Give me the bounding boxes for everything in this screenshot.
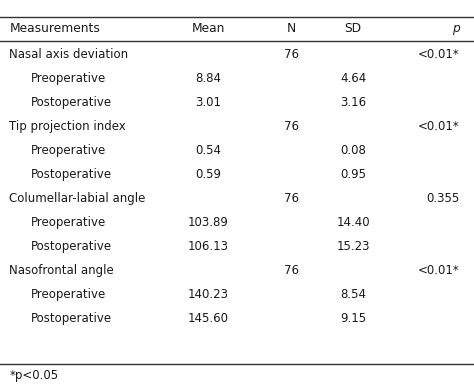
Text: 140.23: 140.23 — [188, 288, 229, 301]
Text: 76: 76 — [284, 120, 299, 133]
Text: Preoperative: Preoperative — [31, 144, 106, 157]
Text: *p<0.05: *p<0.05 — [9, 369, 59, 382]
Text: 0.355: 0.355 — [427, 192, 460, 205]
Text: 145.60: 145.60 — [188, 312, 229, 325]
Text: Columellar-labial angle: Columellar-labial angle — [9, 192, 146, 205]
Text: Postoperative: Postoperative — [31, 312, 112, 325]
Text: N: N — [287, 22, 296, 36]
Text: 4.64: 4.64 — [340, 72, 366, 85]
Text: Mean: Mean — [192, 22, 225, 36]
Text: <0.01*: <0.01* — [418, 48, 460, 61]
Text: Nasofrontal angle: Nasofrontal angle — [9, 264, 114, 277]
Text: 0.54: 0.54 — [196, 144, 221, 157]
Text: Preoperative: Preoperative — [31, 216, 106, 229]
Text: 76: 76 — [284, 48, 299, 61]
Text: 103.89: 103.89 — [188, 216, 229, 229]
Text: <0.01*: <0.01* — [418, 120, 460, 133]
Text: SD: SD — [345, 22, 362, 36]
Text: Postoperative: Postoperative — [31, 168, 112, 181]
Text: 0.95: 0.95 — [340, 168, 366, 181]
Text: 14.40: 14.40 — [337, 216, 370, 229]
Text: p: p — [452, 22, 460, 36]
Text: <0.01*: <0.01* — [418, 264, 460, 277]
Text: Nasal axis deviation: Nasal axis deviation — [9, 48, 128, 61]
Text: 3.01: 3.01 — [196, 96, 221, 109]
Text: 76: 76 — [284, 264, 299, 277]
Text: Postoperative: Postoperative — [31, 240, 112, 253]
Text: 15.23: 15.23 — [337, 240, 370, 253]
Text: 0.08: 0.08 — [340, 144, 366, 157]
Text: Measurements: Measurements — [9, 22, 100, 36]
Text: Preoperative: Preoperative — [31, 288, 106, 301]
Text: Preoperative: Preoperative — [31, 72, 106, 85]
Text: 76: 76 — [284, 192, 299, 205]
Text: 8.54: 8.54 — [340, 288, 366, 301]
Text: 3.16: 3.16 — [340, 96, 366, 109]
Text: Postoperative: Postoperative — [31, 96, 112, 109]
Text: Tip projection index: Tip projection index — [9, 120, 126, 133]
Text: 106.13: 106.13 — [188, 240, 229, 253]
Text: 0.59: 0.59 — [196, 168, 221, 181]
Text: 9.15: 9.15 — [340, 312, 366, 325]
Text: 8.84: 8.84 — [196, 72, 221, 85]
